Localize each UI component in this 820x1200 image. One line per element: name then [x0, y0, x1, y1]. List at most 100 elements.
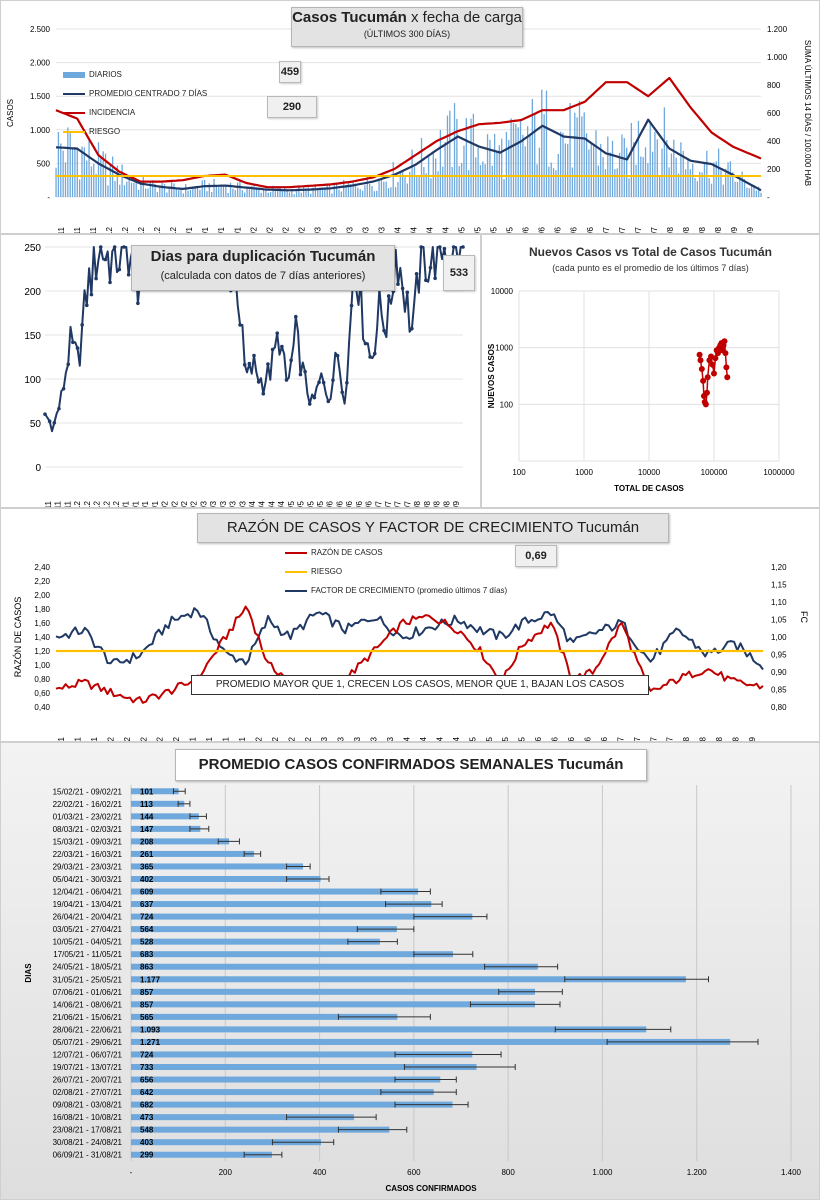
chart1-series-promedio	[55, 118, 762, 192]
chart1-bar-diarios	[149, 180, 152, 197]
chart2-xtick-10-2: 10/2	[170, 500, 179, 507]
chart1-bar-diarios	[522, 134, 524, 197]
chart5-category-label: 06/09/21 - 31/08/21	[53, 1151, 123, 1160]
chart5-bar	[131, 1151, 272, 1158]
chart5-category-label: 02/08/21 - 27/07/21	[53, 1088, 123, 1097]
chart1-bar-diarios	[595, 130, 597, 197]
chart1-bar-diarios	[623, 138, 625, 197]
chart1-bar-diarios	[404, 175, 406, 197]
chart2-point	[442, 246, 447, 251]
chart1-bar-diarios	[208, 183, 210, 197]
chart3-point	[700, 377, 707, 384]
chart1-xtick-24-3: 24/3	[361, 226, 370, 233]
chart3-point	[703, 389, 710, 396]
chart-casos-title-box: Casos Tucumán x fecha de carga (ÚLTIMOS …	[291, 7, 523, 47]
legend-label-factor: FACTOR DE CRECIMIENTO (promedio últimos …	[311, 586, 508, 595]
chart1-bar-diarios	[720, 170, 722, 197]
chart4-ytick-1-00: 1,00	[34, 661, 50, 670]
chart2-xtick-16-6: 16/6	[345, 500, 354, 507]
chart-casos-title: Casos Tucumán	[292, 9, 407, 26]
chart1-xtick-28-7: 28/7	[650, 226, 659, 233]
chart1-bar-diarios	[93, 163, 95, 197]
chart1-bar-diarios	[501, 138, 503, 197]
chart3-point	[704, 374, 711, 381]
chart5-value-label: 564	[140, 925, 154, 934]
chart1-bar-diarios	[512, 123, 515, 197]
chart5-value-label: 147	[140, 825, 154, 834]
chart2-point	[298, 372, 303, 377]
chart3-point	[702, 401, 709, 408]
chart1-bar-diarios	[491, 165, 493, 197]
chart4-xtick-25-8: 25/8	[732, 736, 741, 741]
chart1-xtick-26-5: 26/5	[506, 226, 515, 233]
chart-duplicacion-panel: 05010015020025011/1118/1125/112/129/1216…	[0, 234, 481, 508]
chart2-point	[108, 280, 112, 285]
chart1-bar-diarios	[274, 188, 276, 197]
chart1-xtick-23-12: 23/12	[153, 226, 162, 233]
chart1-bar-diarios	[684, 169, 687, 197]
chart1-bar-diarios	[449, 110, 451, 197]
chart5-value-label: 724	[140, 1050, 154, 1059]
chart1-bar-diarios	[232, 188, 234, 197]
chart4-xtick-18-11: 18/11	[73, 736, 82, 741]
chart1-bar-diarios	[328, 183, 331, 197]
chart5-value-label: 642	[140, 1088, 154, 1097]
chart-duplicacion-title: Dias para duplicación Tucumán	[150, 248, 376, 265]
chart5-bar	[131, 1001, 536, 1008]
chart-semanal-title: PROMEDIO CASOS CONFIRMADOS SEMANALES Tuc…	[198, 756, 624, 773]
chart1-bar-diarios	[239, 180, 241, 197]
chart1-bar-diarios	[144, 188, 147, 197]
chart4-y2tick-1-00: 1,00	[771, 633, 787, 642]
chart1-bar-diarios	[385, 181, 387, 197]
chart2-xtick-28-4: 28/4	[277, 500, 286, 507]
chart5-xtick-200: 200	[219, 1168, 233, 1177]
chart1-bar-diarios	[715, 161, 717, 197]
chart1-xtick-10-2: 10/2	[265, 226, 274, 233]
chart2-point	[112, 245, 117, 249]
chart1-bar-diarios	[519, 119, 522, 197]
chart5-bar	[131, 1051, 473, 1058]
chart1-bar-diarios	[536, 164, 538, 197]
chart1-bar-diarios	[515, 124, 517, 197]
chart2-point	[252, 353, 256, 358]
chart2-xtick-21-7: 21/7	[394, 500, 403, 507]
chart-razon-note: PROMEDIO MAYOR QUE 1, CRECEN LOS CASOS, …	[191, 675, 649, 695]
chart5-value-label: 403	[140, 1138, 154, 1147]
chart1-xtick-25-8: 25/8	[714, 226, 723, 233]
chart1-xtick-13-1: 13/1	[201, 226, 210, 233]
chart1-bar-diarios	[64, 162, 67, 197]
chart2-point	[43, 412, 47, 416]
chart1-bar-diarios	[95, 173, 97, 197]
chart5-bar	[131, 1126, 390, 1133]
chart1-bar-diarios	[76, 147, 78, 197]
chart1-bar-diarios	[154, 183, 156, 197]
chart5-bar	[131, 1139, 321, 1146]
chart1-bar-diarios	[147, 188, 149, 197]
chart1-bar-diarios	[366, 175, 368, 197]
chart5-value-label: 365	[140, 862, 154, 871]
chart5-category-label: 23/08/21 - 17/08/21	[53, 1126, 123, 1135]
chart1-bar-diarios	[260, 192, 262, 197]
chart1-bar-diarios	[74, 146, 76, 197]
chart1-bar-diarios	[220, 184, 222, 197]
chart1-bar-diarios	[394, 187, 397, 197]
chart1-bar-diarios	[498, 145, 500, 197]
chart2-point	[340, 390, 345, 395]
chart2-point	[405, 290, 410, 295]
chart1-bar-diarios	[314, 184, 317, 197]
chart5-value-label: 609	[140, 888, 154, 897]
chart1-bar-diarios	[402, 171, 404, 197]
chart2-point	[71, 340, 75, 345]
chart1-bar-diarios	[621, 134, 623, 197]
chart4-xtick-17-3: 17/3	[353, 736, 362, 741]
chart5-value-label: 857	[140, 1000, 154, 1009]
chart5-category-label: 19/07/21 - 13/07/21	[53, 1063, 123, 1072]
chart1-bar-diarios	[253, 185, 255, 197]
chart1-bar-diarios	[206, 191, 208, 197]
chart1-bar-diarios	[675, 157, 677, 197]
chart1-bar-diarios	[152, 180, 154, 197]
chart2-xtick-11-8: 11/8	[423, 500, 432, 507]
chart2-xtick-1-9: 1/9	[452, 500, 461, 507]
chart1-bar-diarios	[649, 121, 651, 197]
chart2-ytick-200: 200	[24, 287, 41, 298]
